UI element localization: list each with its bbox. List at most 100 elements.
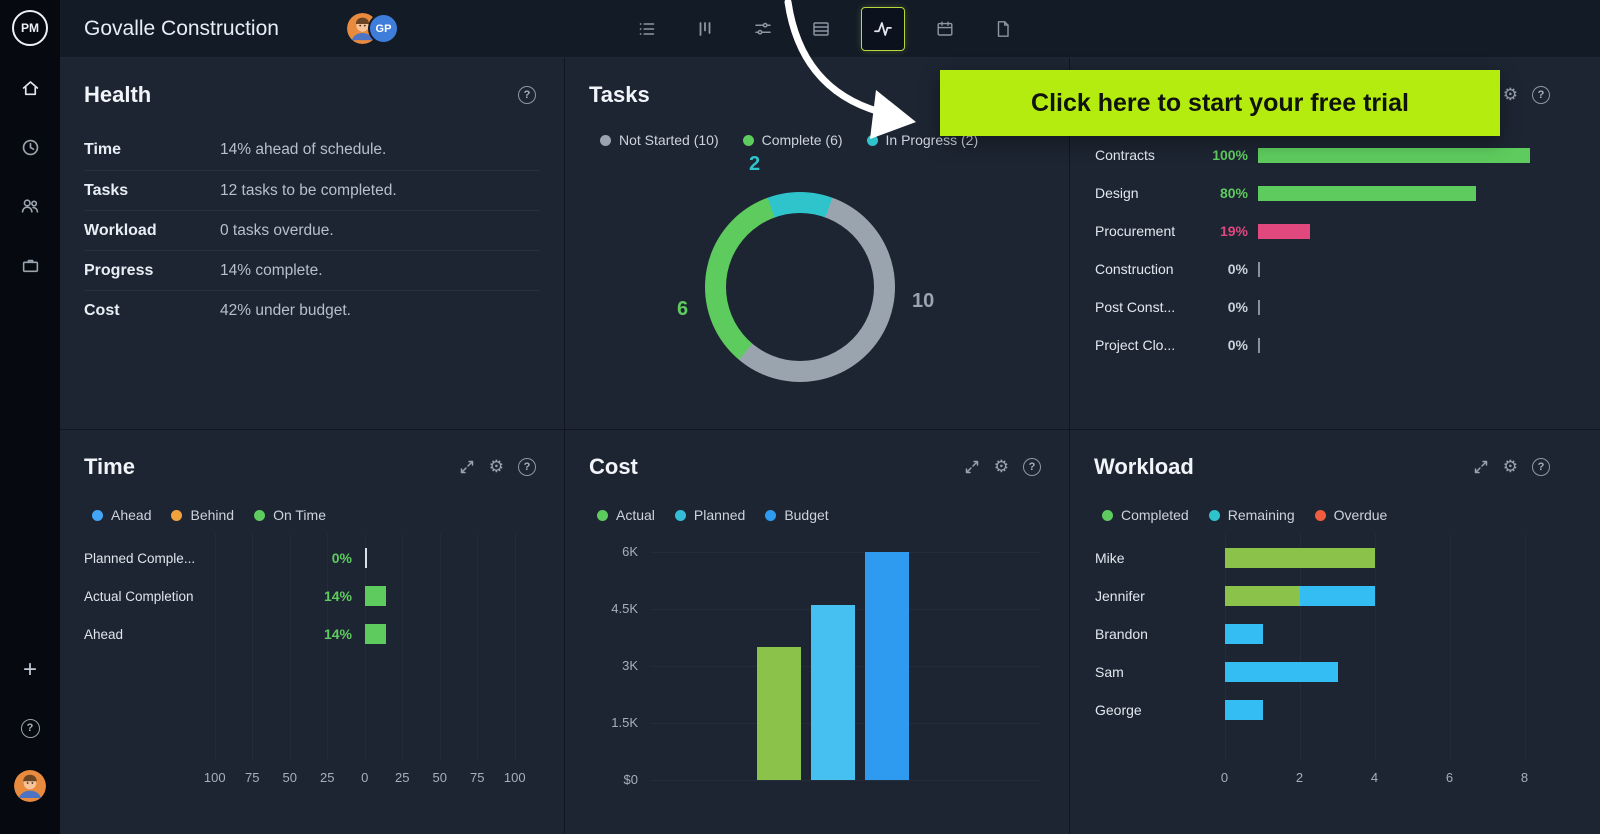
toolbar-item-chart-view-selected[interactable]	[861, 7, 905, 51]
cost-bar[interactable]	[811, 605, 855, 780]
phase-bar[interactable]	[1258, 337, 1260, 353]
legend-item[interactable]: Budget	[765, 507, 829, 523]
health-row: Time 14% ahead of schedule.	[84, 130, 540, 170]
sidebar-item-team[interactable]	[12, 188, 48, 224]
phase-bar[interactable]	[1258, 223, 1310, 239]
toolbar-item-filter-view[interactable]	[745, 11, 781, 47]
legend-item[interactable]: Overdue	[1314, 507, 1387, 523]
legend-item[interactable]: Behind	[171, 507, 234, 523]
help-icon[interactable]: ?	[518, 86, 536, 104]
gear-icon[interactable]: ⚙	[488, 456, 504, 477]
phase-bar[interactable]	[1258, 147, 1530, 163]
legend-item[interactable]: Completed	[1102, 507, 1189, 523]
workload-bar-segment[interactable]	[1225, 662, 1338, 682]
x-axis-label: 75	[245, 770, 260, 785]
sidebar-item-time[interactable]	[12, 129, 48, 165]
list-icon	[638, 20, 656, 38]
help-icon[interactable]: ?	[518, 458, 536, 476]
expand-icon[interactable]	[459, 459, 475, 475]
legend-dot	[742, 134, 754, 146]
phase-row: Construction 0%	[1095, 250, 1584, 288]
time-title: Time	[84, 454, 135, 479]
gear-icon[interactable]: ⚙	[1502, 84, 1518, 105]
workload-row: George	[1095, 691, 1375, 729]
sidebar-user-avatar[interactable]	[14, 770, 46, 802]
workload-bar-segment[interactable]	[1225, 624, 1263, 644]
legend-item[interactable]: Planned	[674, 507, 745, 523]
health-row-value: 14% complete.	[220, 261, 323, 279]
tasks-donut-chart[interactable]	[705, 192, 895, 382]
x-axis-label: 100	[503, 770, 526, 785]
pm-logo-text: PM	[21, 21, 39, 35]
expand-icon[interactable]	[964, 459, 980, 475]
toolbar-item-calendar-view[interactable]	[927, 11, 963, 47]
time-bar[interactable]	[365, 624, 386, 644]
gear-icon[interactable]: ⚙	[1502, 456, 1518, 477]
legend-label: Behind	[190, 507, 235, 523]
sliders-icon	[754, 20, 772, 38]
workload-bar	[1225, 586, 1375, 606]
pm-logo[interactable]: PM	[12, 10, 48, 46]
gear-icon[interactable]: ⚙	[993, 456, 1009, 477]
workload-bar-segment[interactable]	[1225, 586, 1300, 606]
workload-bar-segment[interactable]	[1225, 700, 1263, 720]
phase-percent: 100%	[1212, 147, 1248, 163]
workload-row: Sam	[1095, 653, 1375, 691]
time-bar[interactable]	[365, 548, 367, 568]
time-row: Ahead 14%	[84, 615, 564, 653]
toolbar-item-list-view[interactable]	[629, 11, 665, 47]
cost-bar[interactable]	[865, 552, 909, 780]
sidebar-item-home[interactable]	[12, 70, 48, 106]
phase-bar[interactable]	[1258, 261, 1260, 277]
y-axis-label: 3K	[622, 658, 638, 673]
avatar-group: GP	[347, 13, 399, 44]
legend-item[interactable]: On Time	[254, 507, 326, 523]
x-axis-label: 50	[282, 770, 297, 785]
project-title: Govalle Construction	[84, 16, 279, 40]
time-chart: Planned Comple... 0% Actual Completion 1…	[84, 539, 564, 653]
trial-banner[interactable]: Click here to start your free trial	[940, 70, 1500, 136]
time-row-percent: 14%	[323, 588, 352, 604]
toolbar-item-sheet-view[interactable]	[803, 11, 839, 47]
legend-dot	[674, 509, 686, 521]
legend-item[interactable]: Complete (6)	[742, 132, 843, 148]
phase-row: Contracts 100%	[1095, 136, 1584, 174]
chart-icon	[873, 19, 893, 39]
health-row: Workload 0 tasks overdue.	[84, 210, 540, 250]
legend-item[interactable]: Remaining	[1208, 507, 1295, 523]
board-columns-icon	[696, 20, 714, 38]
legend-dot	[765, 509, 777, 521]
phase-bar[interactable]	[1258, 299, 1260, 315]
legend-item[interactable]: Actual	[597, 507, 655, 523]
workload-bar-segment[interactable]	[1300, 586, 1375, 606]
toolbar-item-document-view[interactable]	[985, 11, 1021, 47]
workload-bar-segment[interactable]	[1225, 548, 1375, 568]
help-icon[interactable]: ?	[1532, 86, 1550, 104]
plus-icon: +	[22, 656, 37, 683]
user-avatar-initials[interactable]: GP	[368, 13, 399, 44]
legend-label: Remaining	[1227, 507, 1295, 523]
phase-bar[interactable]	[1258, 185, 1476, 201]
help-icon[interactable]: ?	[1532, 458, 1550, 476]
legend-item[interactable]: Ahead	[92, 507, 151, 523]
time-bar[interactable]	[365, 586, 386, 606]
tasks-panel: Tasks Not Started (10) Complete (6) In P…	[565, 58, 1069, 429]
expand-icon[interactable]	[1473, 459, 1489, 475]
workload-bar	[1225, 662, 1338, 682]
cost-bar[interactable]	[757, 647, 801, 780]
workload-row-label: Brandon	[1095, 626, 1148, 642]
legend-label: On Time	[273, 507, 326, 523]
workload-chart: Mike Jennifer Brandon Sam	[1095, 539, 1375, 729]
sidebar-add-button[interactable]: +	[12, 652, 48, 688]
sidebar-help-button[interactable]: ?	[12, 710, 48, 746]
avatar-face-icon	[14, 770, 46, 802]
phase-label: Design	[1095, 185, 1139, 201]
help-icon[interactable]: ?	[1023, 458, 1041, 476]
users-icon	[20, 196, 40, 216]
sidebar-item-portfolio[interactable]	[12, 247, 48, 283]
legend-item[interactable]: Not Started (10)	[600, 132, 719, 148]
time-row: Planned Comple... 0%	[84, 539, 564, 577]
x-axis-label: 100	[203, 770, 226, 785]
toolbar-item-board-view[interactable]	[687, 11, 723, 47]
